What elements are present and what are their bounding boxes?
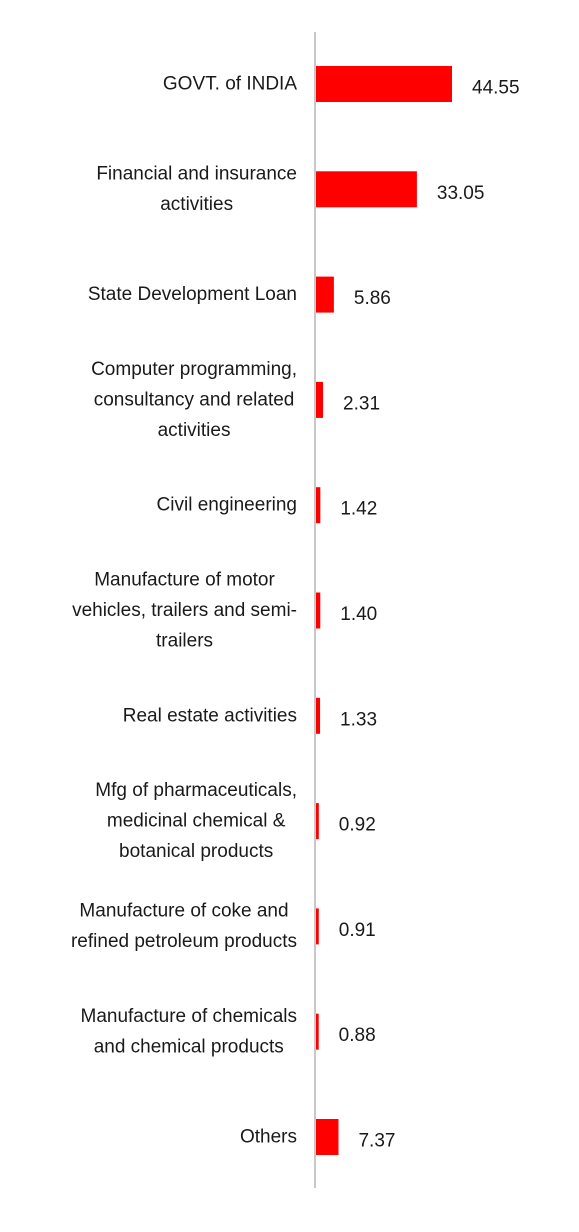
category-labels: GOVT. of INDIA Financial and insurance act… (71, 74, 297, 1148)
bars (316, 66, 452, 1155)
category-label: Civil engineering (157, 495, 297, 516)
value-label: 1.33 (340, 709, 377, 730)
value-label: 2.31 (343, 393, 380, 414)
value-label: 0.88 (339, 1025, 376, 1046)
value-label: 1.40 (340, 604, 377, 625)
value-label: 0.91 (339, 920, 376, 941)
bar (316, 908, 319, 945)
bar (316, 1013, 319, 1050)
value-label: 33.05 (437, 183, 485, 204)
bar (316, 697, 321, 734)
value-label: 7.37 (358, 1131, 395, 1152)
value-label: 44.55 (472, 78, 520, 99)
category-label: GOVT. of INDIA (163, 74, 297, 95)
category-label: Mfg of pharmaceuticals, medicinal chemica… (95, 780, 297, 862)
bar (316, 276, 334, 313)
bar (316, 66, 452, 102)
bar (316, 487, 321, 524)
category-label: Computer programming, consultancy and rel… (91, 359, 297, 441)
bar (316, 592, 321, 629)
category-label: Real estate activities (123, 705, 297, 726)
bar (316, 803, 319, 840)
category-label: Financial and insurance activities (96, 164, 297, 216)
category-label: Manufacture of coke and refined petroleum… (71, 901, 297, 953)
value-label: 0.92 (339, 815, 376, 836)
bar (316, 381, 324, 418)
category-label: Manufacture of chemicals and chemical pro… (81, 1006, 298, 1057)
category-label: Others (240, 1127, 297, 1148)
value-labels: 44.55 33.05 5.86 2.31 1.42 1.40 1.33 0.92 0.91 0.… (339, 78, 520, 1152)
category-label: Manufacture of motor vehicles, trailers a… (72, 570, 297, 652)
value-label: 5.86 (354, 288, 391, 309)
category-label: State Development Loan (88, 284, 297, 305)
value-label: 1.42 (340, 499, 377, 520)
bar (316, 171, 417, 208)
bar (316, 1119, 339, 1155)
